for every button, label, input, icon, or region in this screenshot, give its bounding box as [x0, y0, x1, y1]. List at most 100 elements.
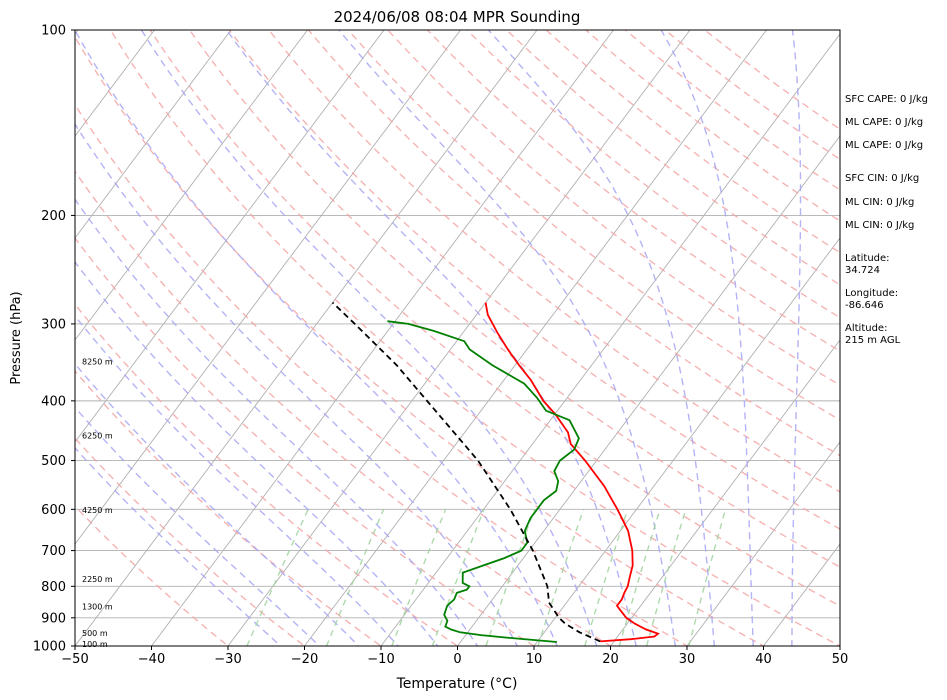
moist-adiabat-line	[75, 406, 321, 646]
x-tick-label: 10	[526, 652, 543, 667]
x-tick-label: −10	[367, 652, 394, 667]
dry-adiabat-line	[75, 236, 536, 646]
height-label: 2250 m	[82, 575, 113, 584]
y-tick-label: 700	[41, 544, 66, 559]
dry-adiabat-line	[347, 30, 840, 421]
x-tick-label: 50	[832, 652, 849, 667]
moist-adiabat-line	[75, 446, 282, 646]
y-tick-label: 800	[41, 580, 66, 595]
annotation-text: ML CAPE: 0 J/kg	[845, 140, 923, 151]
moist-adiabat-line	[226, 30, 637, 646]
isotherm-line	[75, 30, 308, 341]
y-tick-label: 100	[41, 24, 66, 39]
x-tick-label: 0	[453, 652, 461, 667]
y-tick-label: 600	[41, 503, 66, 518]
moist-adiabat-line	[75, 122, 519, 646]
y-tick-label: 400	[41, 394, 66, 409]
annotation-text: 215 m AGL	[845, 335, 901, 346]
height-label: 100 m	[82, 640, 108, 649]
y-ticks: 100 200 300 400 500 600 700 800 900 1000	[33, 24, 75, 655]
dry-adiabat-line	[149, 30, 840, 607]
isotherm-line	[75, 30, 232, 239]
skewt-grid	[75, 30, 840, 646]
x-axis-label: Temperature (°C)	[396, 676, 518, 692]
mixing-ratio-line	[645, 509, 687, 646]
dry-adiabat-line	[466, 30, 840, 319]
mixing-ratio-line	[688, 509, 727, 646]
isotherm-line	[151, 30, 614, 646]
height-labels: 8250 m 6250 m 4250 m 2250 m 1300 m 500 m 100 m	[82, 357, 113, 649]
annotation-text: ML CAPE: 0 J/kg	[845, 117, 923, 128]
annotation-text: -86.646	[845, 300, 884, 311]
y-tick-label: 1000	[33, 640, 66, 655]
temperature-profile-line	[484, 302, 660, 643]
dewpoint-profile-line	[387, 320, 580, 643]
dry-adiabat-line	[228, 30, 840, 530]
annotation-text: ML CIN: 0 J/kg	[845, 197, 914, 208]
mixing-ratio-line	[584, 509, 629, 646]
dry-adiabat-line	[75, 103, 689, 646]
height-label: 1300 m	[82, 603, 113, 612]
moist-adiabat-line	[75, 362, 360, 646]
dry-adiabat-line	[426, 30, 840, 352]
dry-adiabat-line	[307, 30, 840, 457]
annotation-text: Longitude:	[845, 288, 898, 299]
annotation-text: Latitude:	[845, 253, 890, 264]
x-tick-label: −20	[291, 652, 318, 667]
x-tick-label: 20	[602, 652, 619, 667]
x-tick-label: −30	[214, 652, 241, 667]
x-tick-label: −40	[138, 652, 165, 667]
y-tick-label: 900	[41, 611, 66, 626]
y-axis-label: Pressure (hPa)	[9, 291, 24, 384]
isotherm-line	[380, 33, 840, 646]
moist-adiabat-line	[75, 198, 479, 646]
isotherm-line	[227, 30, 691, 646]
annotation-text: ML CIN: 0 J/kg	[845, 220, 914, 231]
sounding-parameters: SFC CAPE: 0 J/kg ML CAPE: 0 J/kg ML CAPE: …	[845, 94, 928, 346]
parcel-profile-line	[331, 301, 601, 643]
x-tick-label: −50	[61, 652, 88, 667]
annotation-text: 34.724	[845, 265, 880, 276]
x-tick-label: 30	[679, 652, 696, 667]
y-tick-label: 200	[41, 209, 66, 224]
dry-adiabat-line	[189, 30, 840, 568]
moist-adiabat-line	[75, 314, 400, 646]
isotherm-line	[686, 441, 840, 646]
series-group	[331, 301, 660, 643]
dry-adiabat-line	[387, 30, 840, 387]
dry-adiabat-line	[75, 303, 459, 646]
moist-adiabat-line	[140, 30, 598, 646]
chart-title: 2024/06/08 08:04 MPR Sounding	[334, 8, 581, 26]
annotation-text: SFC CAPE: 0 J/kg	[845, 94, 928, 105]
isotherm-line	[533, 237, 840, 646]
moist-adiabat-line	[75, 30, 558, 646]
isotherm-line	[75, 30, 155, 137]
annotation-text: Altitude:	[845, 323, 887, 334]
moist-adiabat-line	[338, 30, 677, 646]
moist-adiabat-line	[487, 30, 716, 646]
x-ticks: −50 −40 −30 −20 −10 0 10 20 30 40 50	[61, 646, 848, 667]
height-label: 4250 m	[82, 506, 113, 515]
moist-adiabat-line	[75, 260, 439, 646]
mixing-ratio-line	[537, 509, 585, 646]
moist-adiabat-line	[660, 30, 754, 646]
mixing-ratio-line	[618, 509, 661, 646]
isotherm-line	[304, 30, 767, 646]
height-label: 8250 m	[82, 357, 113, 366]
moist-adiabat-line	[791, 30, 802, 646]
annotation-text: SFC CIN: 0 J/kg	[845, 173, 919, 184]
dry-adiabat-line	[75, 35, 765, 646]
isotherm-line	[75, 30, 538, 646]
dry-adiabat-line	[75, 170, 612, 646]
y-tick-label: 500	[41, 454, 66, 469]
dry-adiabat-line	[109, 30, 840, 646]
height-label: 6250 m	[82, 431, 113, 440]
mixing-ratio-line	[431, 509, 485, 646]
isotherm-line	[457, 135, 840, 646]
y-tick-label: 300	[41, 317, 66, 332]
isotherm-line	[610, 339, 840, 646]
x-tick-label: 40	[755, 652, 772, 667]
height-label: 500 m	[82, 629, 108, 638]
isotherm-line	[75, 30, 385, 443]
